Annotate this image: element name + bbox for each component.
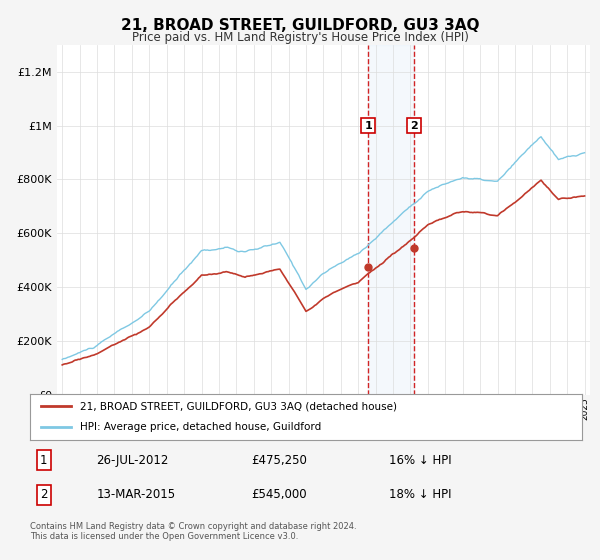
Text: 21, BROAD STREET, GUILDFORD, GU3 3AQ: 21, BROAD STREET, GUILDFORD, GU3 3AQ <box>121 18 479 33</box>
Text: 26-JUL-2012: 26-JUL-2012 <box>96 454 169 467</box>
Text: 16% ↓ HPI: 16% ↓ HPI <box>389 454 451 467</box>
Text: 21, BROAD STREET, GUILDFORD, GU3 3AQ (detached house): 21, BROAD STREET, GUILDFORD, GU3 3AQ (de… <box>80 401 397 411</box>
Text: 18% ↓ HPI: 18% ↓ HPI <box>389 488 451 501</box>
Text: Price paid vs. HM Land Registry's House Price Index (HPI): Price paid vs. HM Land Registry's House … <box>131 31 469 44</box>
Text: Contains HM Land Registry data © Crown copyright and database right 2024.
This d: Contains HM Land Registry data © Crown c… <box>30 522 356 542</box>
Text: 13-MAR-2015: 13-MAR-2015 <box>96 488 175 501</box>
Text: 2: 2 <box>40 488 47 501</box>
Text: 1: 1 <box>40 454 47 467</box>
Text: 2: 2 <box>410 120 418 130</box>
Text: £475,250: £475,250 <box>251 454 307 467</box>
Text: HPI: Average price, detached house, Guildford: HPI: Average price, detached house, Guil… <box>80 422 321 432</box>
Text: 1: 1 <box>364 120 372 130</box>
Text: £545,000: £545,000 <box>251 488 307 501</box>
Bar <box>368 45 414 395</box>
